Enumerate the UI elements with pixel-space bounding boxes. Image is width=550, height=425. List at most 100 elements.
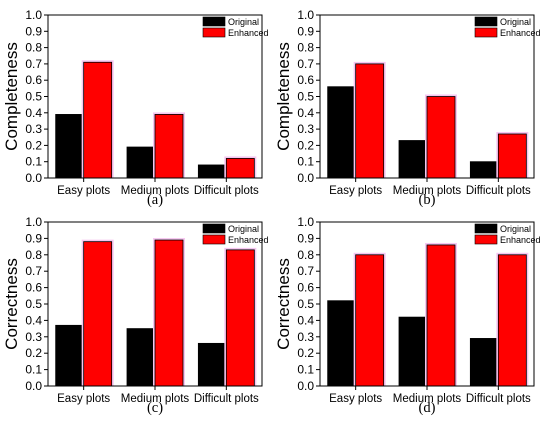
y-tick-label: 0.9 <box>25 231 42 245</box>
bar-enhanced-1 <box>83 61 113 179</box>
y-tick-label: 0.4 <box>297 313 314 327</box>
y-tick-label: 1.0 <box>297 215 314 229</box>
legend-swatch-enhanced <box>474 234 498 245</box>
y-tick-label: 0.6 <box>297 281 314 295</box>
y-tick-label: 0.0 <box>297 171 314 185</box>
chart-panel-4: 0.0 0.1 0.2 0.3 0.4 0.5 0.6 0.7 0.8 0.9 1.0 Easy pl… <box>274 215 541 416</box>
y-tick-label: 0.2 <box>297 346 314 360</box>
bar-original-1 <box>55 324 85 387</box>
chart-panel-2: 0.0 0.1 0.2 0.3 0.4 0.5 0.6 0.7 0.8 0.9 1.0 Easy pl… <box>274 8 541 208</box>
bar-original-1 <box>327 86 357 179</box>
y-tick-label: 1.0 <box>25 8 42 22</box>
legend-label-enhanced: Enhanced <box>228 235 269 245</box>
panel-caption: (d) <box>419 400 436 416</box>
bar-original-2 <box>126 146 156 179</box>
chart-panel-3: 0.0 0.1 0.2 0.3 0.4 0.5 0.6 0.7 0.8 0.9 1.0 Easy pl… <box>2 215 269 416</box>
x-tick-label: Easy plots <box>57 393 110 405</box>
y-axis-label: Completeness <box>2 42 21 151</box>
y-tick-label: 0.9 <box>297 24 314 38</box>
y-tick-label: 0.1 <box>25 363 42 377</box>
plot-frame <box>47 221 263 387</box>
panel-caption: (a) <box>147 192 163 208</box>
legend-swatch-enhanced <box>474 27 498 38</box>
y-tick-label: 0.8 <box>297 41 314 55</box>
legend-swatch-original <box>202 223 226 234</box>
bar-enhanced-1 <box>355 254 385 387</box>
legend-label-enhanced: Enhanced <box>500 28 541 38</box>
y-tick-label: 0.6 <box>25 281 42 295</box>
legend-label-enhanced: Enhanced <box>500 235 541 245</box>
legend-label-original: Original <box>228 17 259 27</box>
plot-frame <box>319 221 535 387</box>
y-tick-label: 1.0 <box>297 8 314 22</box>
y-tick-label: 0.5 <box>25 90 42 104</box>
y-tick-label: 0.7 <box>25 57 42 71</box>
plot-frame <box>319 14 535 179</box>
y-tick-label: 0.2 <box>25 346 42 360</box>
y-tick-label: 0.3 <box>25 122 42 136</box>
y-tick-label: 1.0 <box>25 215 42 229</box>
panel-caption: (b) <box>419 192 436 208</box>
legend-label-original: Original <box>500 224 531 234</box>
plot-frame <box>47 14 263 179</box>
x-tick-label: Difficult plots <box>466 185 531 197</box>
bar-enhanced-2 <box>154 239 184 387</box>
bar-original-2 <box>398 316 428 387</box>
y-tick-label: 0.9 <box>297 231 314 245</box>
bar-original-1 <box>55 114 85 179</box>
y-tick-label: 0.5 <box>25 297 42 311</box>
y-tick-label: 0.4 <box>297 106 314 120</box>
y-tick-label: 0.4 <box>25 106 42 120</box>
x-tick-label: Medium plots <box>121 185 190 197</box>
y-tick-label: 0.7 <box>297 264 314 278</box>
legend-label-original: Original <box>500 17 531 27</box>
y-tick-label: 0.6 <box>25 73 42 87</box>
y-tick-label: 0.0 <box>25 379 42 393</box>
y-tick-label: 0.2 <box>297 138 314 152</box>
legend-swatch-original <box>202 16 226 27</box>
y-tick-label: 0.9 <box>25 24 42 38</box>
bar-enhanced-3 <box>225 158 255 179</box>
y-tick-label: 0.1 <box>25 155 42 169</box>
y-axis-label: Correctness <box>274 258 293 350</box>
x-tick-label: Difficult plots <box>194 393 259 405</box>
y-axis-label: Completeness <box>274 42 293 151</box>
x-tick-label: Difficult plots <box>194 185 259 197</box>
x-tick-label: Medium plots <box>393 185 462 197</box>
bar-enhanced-2 <box>426 244 456 387</box>
bar-enhanced-3 <box>497 133 527 179</box>
bar-original-1 <box>327 300 357 387</box>
x-tick-label: Easy plots <box>329 185 382 197</box>
panel-caption: (c) <box>147 400 163 416</box>
bar-enhanced-2 <box>426 96 456 179</box>
y-tick-label: 0.0 <box>25 171 42 185</box>
x-tick-label: Medium plots <box>393 393 462 405</box>
bar-enhanced-1 <box>355 63 385 179</box>
bar-original-3 <box>469 338 499 387</box>
x-tick-label: Medium plots <box>121 393 190 405</box>
y-tick-label: 0.8 <box>25 248 42 262</box>
y-tick-label: 0.3 <box>25 330 42 344</box>
bar-enhanced-2 <box>154 114 184 179</box>
y-tick-label: 0.2 <box>25 138 42 152</box>
y-tick-label: 0.5 <box>297 90 314 104</box>
bar-original-2 <box>126 328 156 387</box>
bar-enhanced-1 <box>83 241 113 387</box>
y-tick-label: 0.7 <box>297 57 314 71</box>
y-tick-label: 0.0 <box>297 379 314 393</box>
y-tick-label: 0.5 <box>297 297 314 311</box>
legend-swatch-enhanced <box>202 27 226 38</box>
y-tick-label: 0.8 <box>297 248 314 262</box>
x-tick-label: Easy plots <box>329 393 382 405</box>
legend-swatch-original <box>474 16 498 27</box>
x-tick-label: Easy plots <box>57 185 110 197</box>
bar-original-2 <box>398 140 428 179</box>
legend-label-original: Original <box>228 224 259 234</box>
bar-enhanced-3 <box>497 254 527 387</box>
legend-label-enhanced: Enhanced <box>228 28 269 38</box>
y-tick-label: 0.1 <box>297 155 314 169</box>
